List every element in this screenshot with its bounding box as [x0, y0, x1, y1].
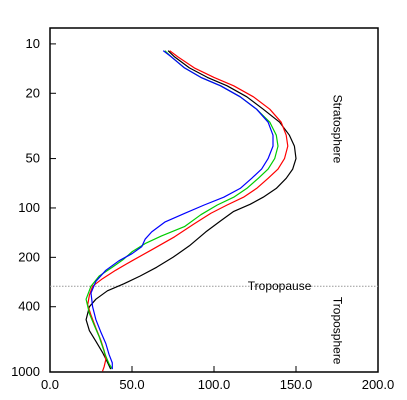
x-tick-label-3: 100.0: [198, 377, 231, 392]
series-line-2: [87, 50, 289, 372]
annotation-group: Stratosphere Troposphere: [331, 95, 345, 365]
series-line-4: [90, 50, 274, 370]
annotation-1: Stratosphere: [331, 95, 345, 164]
y-tick-label-4: 100: [18, 200, 40, 215]
series-line-1: [85, 50, 297, 370]
x-tick-label-2: 50.0: [119, 377, 144, 392]
y-tick-label-3: 50: [26, 151, 40, 166]
x-tick-label-5: 200.0: [362, 377, 395, 392]
annotation-2: Troposphere: [331, 297, 345, 365]
y-tick-label-2: 20: [26, 85, 40, 100]
x-tick-label-4: 150.0: [280, 377, 313, 392]
y-tick-label-5: 200: [18, 249, 40, 264]
series-group: [85, 50, 297, 372]
x-tick-label-1: 0.0: [41, 377, 59, 392]
y-tick-label-6: 400: [18, 299, 40, 314]
y-tick-label-7: 1000: [11, 364, 40, 379]
tick-group: 0.0 50.0 100.0 150.0 200.0 10 20 50 100 200 400 100…: [11, 36, 394, 392]
y-tick-label-1: 10: [26, 36, 40, 51]
tropopause-line-group: Tropopause: [50, 279, 378, 293]
tropopause-label: Tropopause: [248, 279, 312, 293]
